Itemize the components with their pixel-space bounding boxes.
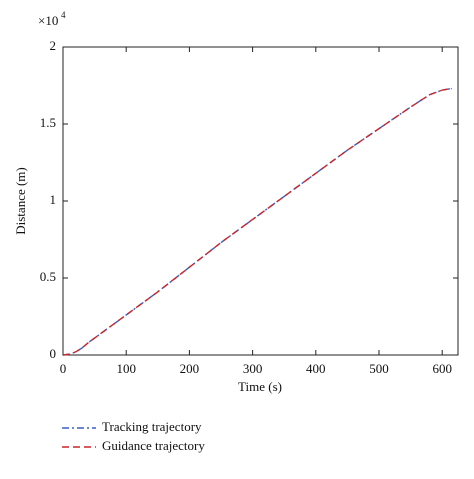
x-tick-label: 500 [369,361,389,376]
y-tick-label: 1.5 [40,115,56,130]
y-scale-base: ×10 [38,13,58,28]
legend-label: Tracking trajectory [102,419,202,434]
series-line [62,87,452,356]
x-tick-label: 100 [116,361,136,376]
legend-label: Guidance trajectory [102,438,205,453]
y-tick-label: 1 [50,192,57,207]
x-tick-label: 200 [180,361,200,376]
y-axis-label: Distance (m) [13,167,28,235]
x-axis-label: Time (s) [238,379,282,394]
x-tick-label: 300 [243,361,263,376]
y-scale-exponent: 4 [61,10,66,20]
plot-frame [62,46,459,356]
y-tick-label: 2 [50,38,57,53]
y-tick-label: 0.5 [40,269,56,284]
x-tick-label: 600 [432,361,452,376]
x-tick-label: 0 [60,361,67,376]
y-tick-label: 0 [50,346,57,361]
x-tick-label: 400 [306,361,326,376]
series-line [62,87,452,356]
